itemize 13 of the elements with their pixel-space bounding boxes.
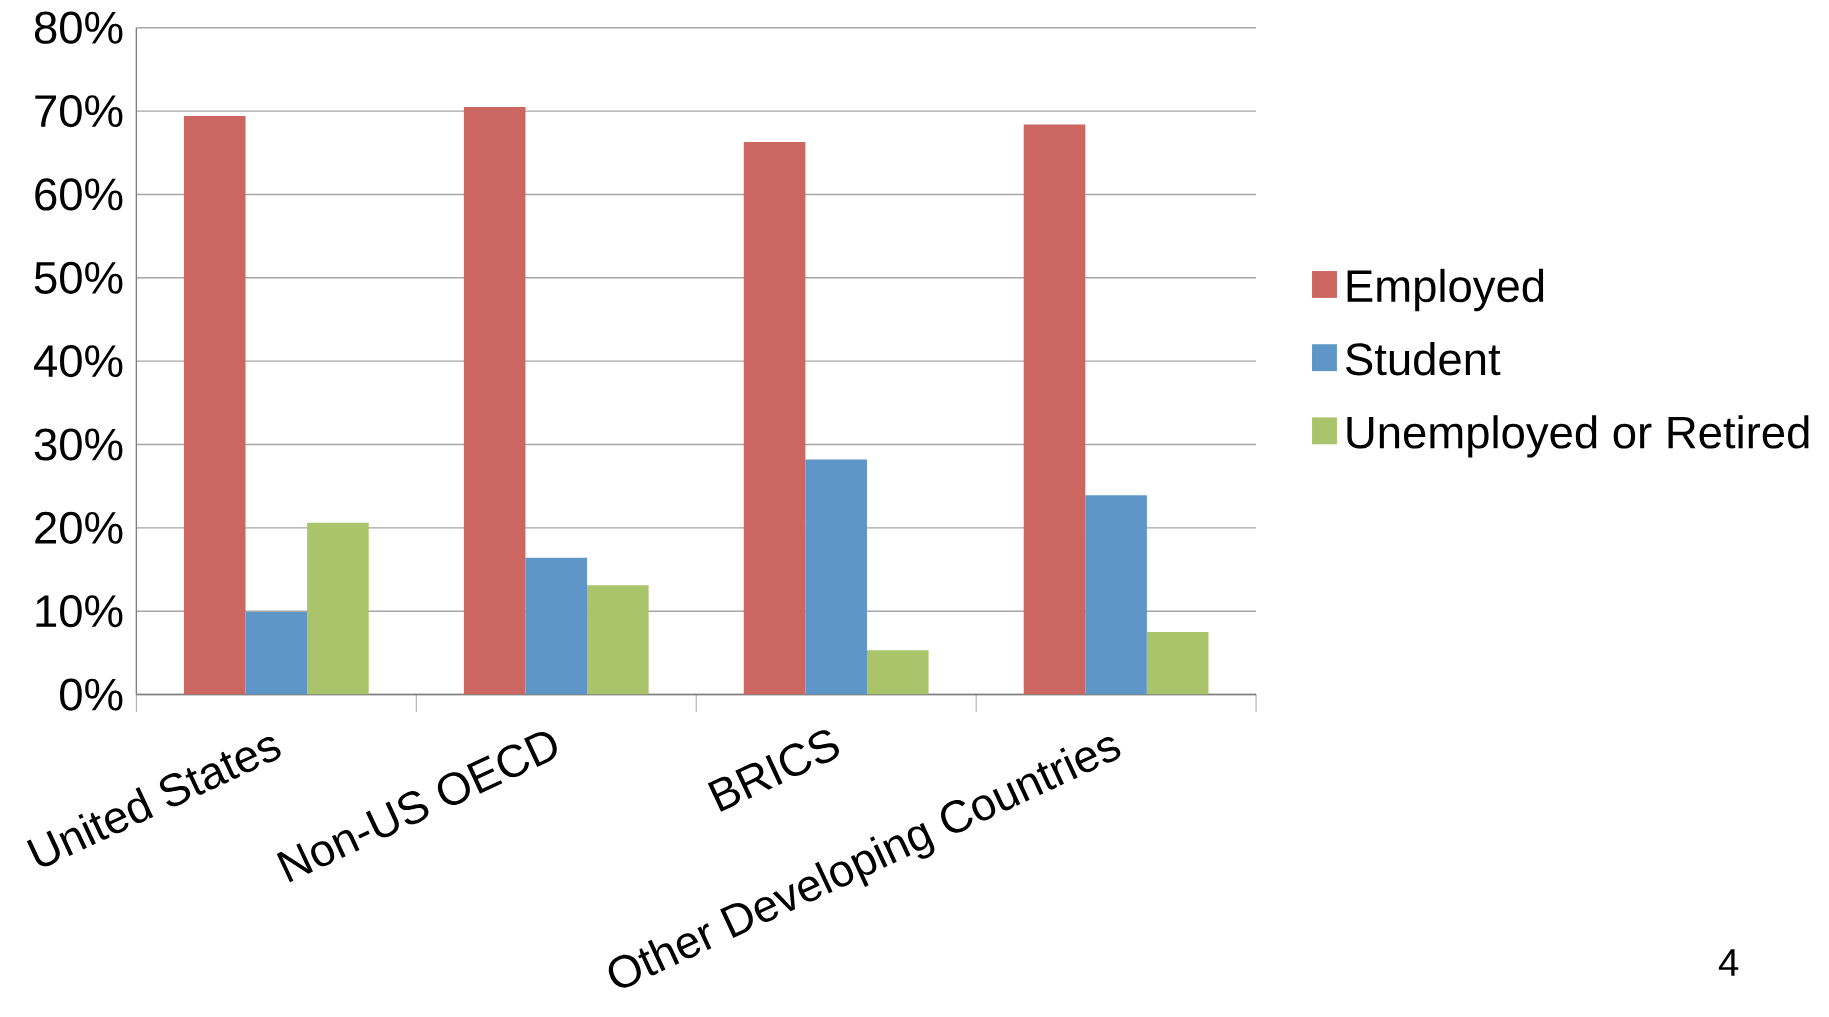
y-tick-label: 40% [34, 345, 123, 378]
y-tick-label: 30% [34, 428, 123, 461]
y-tick-label: 80% [34, 11, 123, 44]
text: 4 [1718, 949, 1739, 976]
y-tick-label: 10% [36, 595, 123, 628]
y-tick-label: 70% [35, 94, 123, 128]
y-tick-label: 20% [35, 511, 123, 544]
y-tick-label: 50% [34, 261, 123, 294]
y-tick-label: 60% [35, 178, 123, 211]
legend-label: Unemployed or Retired [1347, 415, 1809, 458]
legend-label: Student [1346, 342, 1501, 376]
legend-label: Employed [1347, 268, 1544, 312]
y-tick-label: 0% [60, 678, 123, 711]
